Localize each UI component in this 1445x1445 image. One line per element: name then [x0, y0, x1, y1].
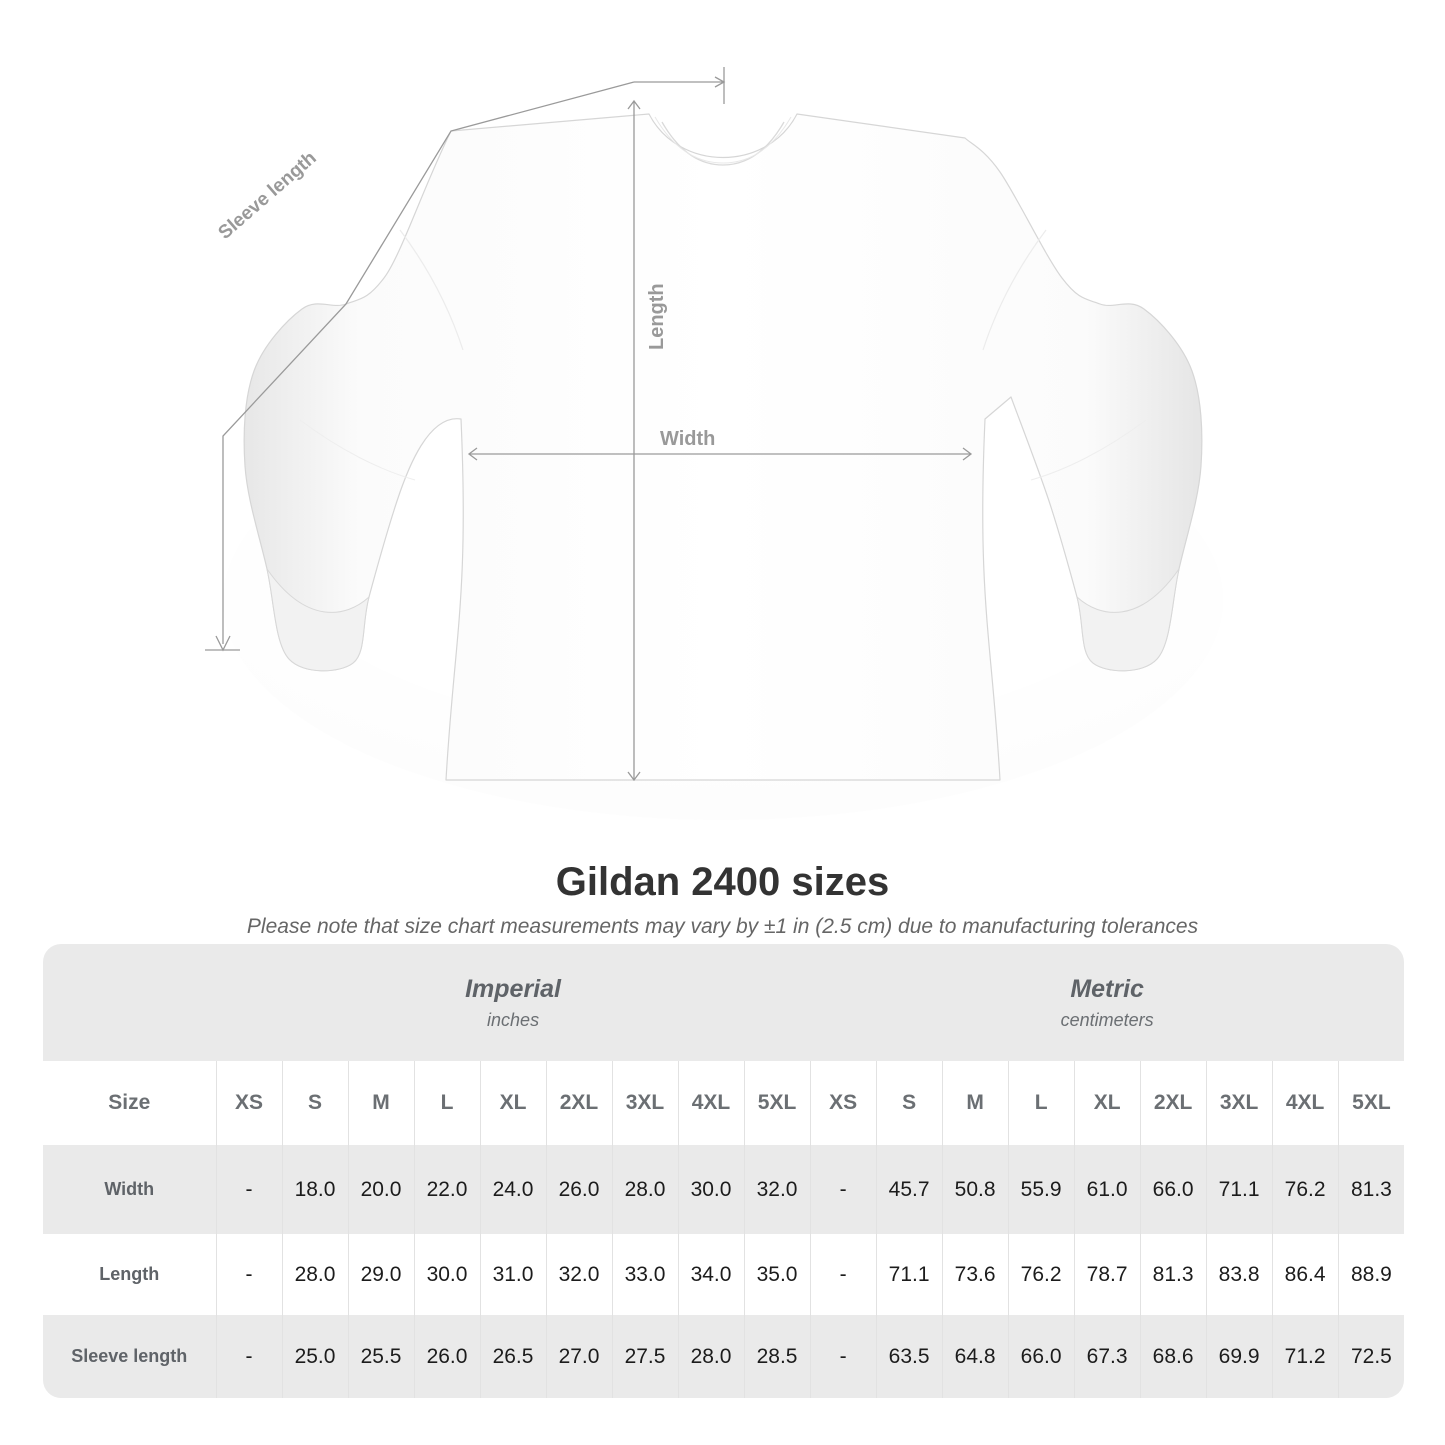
svg-text:Sleeve length: Sleeve length — [215, 148, 321, 244]
svg-text:Length: Length — [646, 283, 668, 350]
svg-text:Width: Width — [660, 428, 715, 450]
